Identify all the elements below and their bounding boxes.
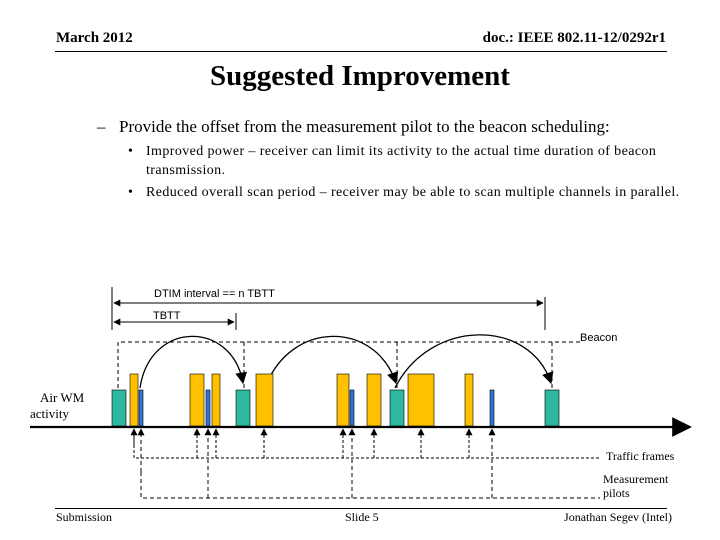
beacon-frame xyxy=(111,389,127,427)
air-wm-label: Air WM xyxy=(40,390,85,405)
header-date: March 2012 xyxy=(56,30,133,46)
footer-slide-number: Slide 5 xyxy=(345,510,379,524)
traffic-frame xyxy=(407,373,435,427)
offset-arc xyxy=(264,335,399,389)
pilot-guide-line xyxy=(140,472,600,499)
slide-title: Suggested Improvement xyxy=(210,60,510,92)
header-doc-id: doc.: IEEE 802.11-12/0292r1 xyxy=(482,30,666,46)
pilot-frame xyxy=(205,389,211,427)
pilot-frame xyxy=(349,389,355,427)
beacon-frame xyxy=(235,389,251,427)
beacon-label: Beacon xyxy=(580,332,617,344)
traffic-frame-indicators xyxy=(130,428,600,459)
traffic-frames-label: Traffic frames xyxy=(606,449,675,463)
beacon-frame xyxy=(389,389,405,427)
pilot-frame xyxy=(489,389,495,427)
footer-submission: Submission xyxy=(56,510,113,524)
tbtt-label: TBTT xyxy=(153,310,181,322)
beacon-guide-line xyxy=(117,341,580,388)
traffic-frame xyxy=(464,373,474,427)
measurement-pilots-label: pilots xyxy=(603,486,630,500)
traffic-frame xyxy=(255,373,274,427)
beacon-frame xyxy=(544,389,560,427)
bullet-dot-icon: • xyxy=(128,144,134,159)
air-wm-frames xyxy=(111,373,560,427)
bullet-item: • Improved power – receiver can limit it… xyxy=(128,142,688,180)
dash-item: – Provide the offset from the measurement… xyxy=(97,117,610,137)
traffic-guide-line xyxy=(133,445,600,459)
traffic-frame xyxy=(366,373,382,427)
traffic-frame xyxy=(336,373,350,427)
traffic-frame xyxy=(129,373,139,427)
header-divider xyxy=(55,51,667,52)
pilot-frame xyxy=(138,389,144,427)
bullet-item: • Reduced overall scan period – receiver… xyxy=(128,183,688,202)
bullet-dot-icon: • xyxy=(128,185,134,200)
traffic-frame xyxy=(189,373,205,427)
offset-arc xyxy=(394,334,554,389)
offset-arc xyxy=(139,335,247,389)
traffic-frame xyxy=(211,373,221,427)
measurement-pilot-indicators xyxy=(137,428,600,499)
footer-divider xyxy=(55,508,667,509)
measurement-pilots-label: Measurement xyxy=(603,472,669,486)
bullet-text: Improved power – receiver can limit its … xyxy=(146,144,657,178)
air-wm-label: activity xyxy=(30,406,69,421)
footer-author: Jonathan Segev (Intel) xyxy=(564,510,672,524)
dtim-interval-label: DTIM interval == n TBTT xyxy=(154,288,275,300)
dash-marker: – xyxy=(97,117,106,136)
bullet-text: Reduced overall scan period – receiver m… xyxy=(146,185,680,200)
dash-item-text: Provide the offset from the measurement … xyxy=(119,117,610,136)
